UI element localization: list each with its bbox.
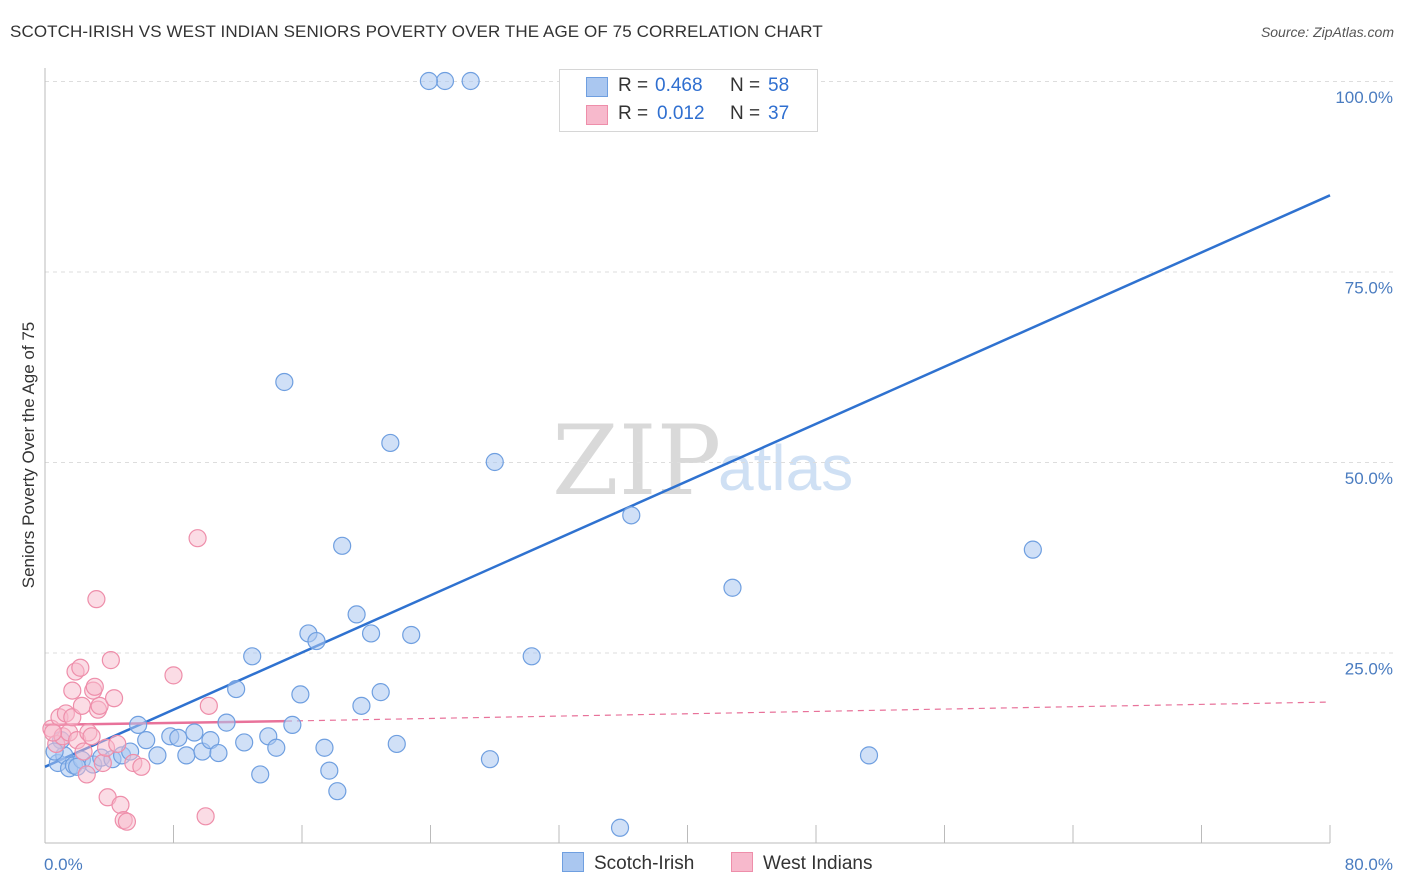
point-scotch-irish	[209, 743, 228, 763]
r-label: R =	[618, 75, 649, 96]
point-west-indians	[117, 812, 137, 831]
point-west-indians	[72, 696, 92, 715]
n-value: 37	[768, 103, 790, 124]
source-label: Source: ZipAtlas.com	[1260, 24, 1394, 40]
point-scotch-irish	[177, 746, 196, 765]
watermark-zip: ZIP	[552, 405, 721, 517]
point-scotch-irish	[291, 685, 310, 704]
y-tick-label: 50.0%	[1345, 469, 1393, 488]
point-scotch-irish	[217, 713, 236, 732]
legend-row-west-indians: R = 0.012 N = 37	[560, 101, 817, 127]
x-tick-label-left: 0.0%	[44, 855, 83, 874]
point-west-indians	[87, 590, 106, 609]
point-west-indians	[104, 689, 124, 708]
point-scotch-irish	[227, 679, 246, 699]
n-label: N =	[730, 103, 761, 124]
point-scotch-irish	[275, 372, 294, 392]
y-tick-label: 100.0%	[1335, 88, 1393, 107]
point-scotch-irish	[251, 765, 270, 784]
point-scotch-irish	[610, 818, 630, 837]
point-west-indians	[164, 666, 183, 685]
point-west-indians	[85, 677, 104, 696]
point-scotch-irish	[201, 731, 220, 750]
point-west-indians	[90, 696, 109, 715]
point-scotch-irish	[148, 746, 167, 765]
point-west-indians	[199, 696, 218, 715]
n-value: 58	[768, 75, 790, 96]
swatch-pink	[731, 852, 753, 872]
point-scotch-irish	[402, 625, 421, 645]
trend-line-west-indians-dashed	[285, 701, 1331, 722]
data-points	[42, 71, 1042, 837]
stats-legend: R = 0.468 N = 58 R = 0.012 N = 37	[559, 69, 818, 132]
point-scotch-irish	[185, 723, 204, 742]
n-label: N =	[730, 75, 761, 96]
point-scotch-irish	[328, 782, 347, 801]
point-scotch-irish	[480, 750, 500, 769]
legend-label: West Indians	[763, 853, 873, 874]
point-scotch-irish	[485, 452, 504, 472]
r-value: 0.468	[655, 75, 703, 96]
point-west-indians	[108, 734, 127, 754]
legend-label: Scotch-Irish	[594, 853, 695, 874]
point-scotch-irish	[361, 624, 381, 643]
trend-line-scotch-irish	[44, 194, 1331, 768]
point-scotch-irish	[283, 715, 302, 734]
point-west-indians	[111, 795, 130, 815]
x-tick-label-right: 80.0%	[1345, 855, 1393, 874]
point-scotch-irish	[235, 733, 254, 752]
point-scotch-irish	[267, 738, 286, 757]
point-scotch-irish	[461, 71, 480, 91]
point-scotch-irish	[1023, 540, 1042, 559]
axes	[44, 68, 1331, 844]
point-scotch-irish	[435, 71, 455, 91]
legend-row-scotch-irish: R = 0.468 N = 58	[560, 73, 817, 99]
point-scotch-irish	[320, 761, 339, 780]
y-tick-label: 75.0%	[1345, 279, 1393, 298]
y-axis-label: Seniors Poverty Over the Age of 75	[19, 322, 38, 588]
point-scotch-irish	[723, 578, 742, 597]
point-scotch-irish	[307, 631, 326, 651]
legend-west-indians: West Indians	[731, 852, 872, 875]
point-scotch-irish	[371, 683, 390, 702]
point-west-indians	[188, 529, 207, 548]
legend-scotch-irish: Scotch-Irish	[562, 852, 694, 875]
point-scotch-irish	[419, 71, 438, 91]
point-scotch-irish	[315, 738, 334, 757]
point-scotch-irish	[243, 647, 262, 666]
point-scotch-irish	[381, 433, 400, 453]
point-west-indians	[43, 723, 63, 742]
watermark-atlas: atlas	[718, 432, 853, 504]
point-west-indians	[71, 658, 90, 677]
trend-line-west-indians	[44, 719, 286, 727]
point-scotch-irish	[352, 696, 371, 715]
point-west-indians	[63, 681, 82, 700]
point-scotch-irish	[387, 734, 406, 754]
chart-title: SCOTCH-IRISH VS WEST INDIAN SENIORS POVE…	[10, 22, 823, 41]
point-west-indians	[101, 651, 120, 670]
swatch-pink	[586, 105, 608, 125]
gridlines	[45, 81, 1393, 654]
swatch-blue	[562, 852, 584, 872]
point-west-indians	[74, 742, 93, 761]
point-scotch-irish	[622, 506, 641, 525]
point-scotch-irish	[129, 715, 148, 734]
point-west-indians	[77, 765, 96, 784]
point-west-indians	[93, 753, 112, 773]
point-scotch-irish	[859, 746, 879, 765]
point-scotch-irish	[169, 728, 188, 747]
point-scotch-irish	[137, 731, 156, 750]
y-tick-label: 25.0%	[1345, 660, 1393, 679]
point-west-indians	[196, 807, 215, 826]
point-west-indians	[82, 727, 101, 746]
point-scotch-irish	[333, 536, 352, 555]
r-label: R =	[618, 103, 649, 124]
swatch-blue	[586, 77, 608, 97]
point-scotch-irish	[347, 605, 366, 624]
r-value: 0.012	[657, 103, 705, 124]
y-tick-labels: 25.0% 50.0% 75.0% 100.0%	[1335, 88, 1393, 679]
point-scotch-irish	[522, 647, 541, 666]
point-west-indians	[132, 757, 151, 776]
